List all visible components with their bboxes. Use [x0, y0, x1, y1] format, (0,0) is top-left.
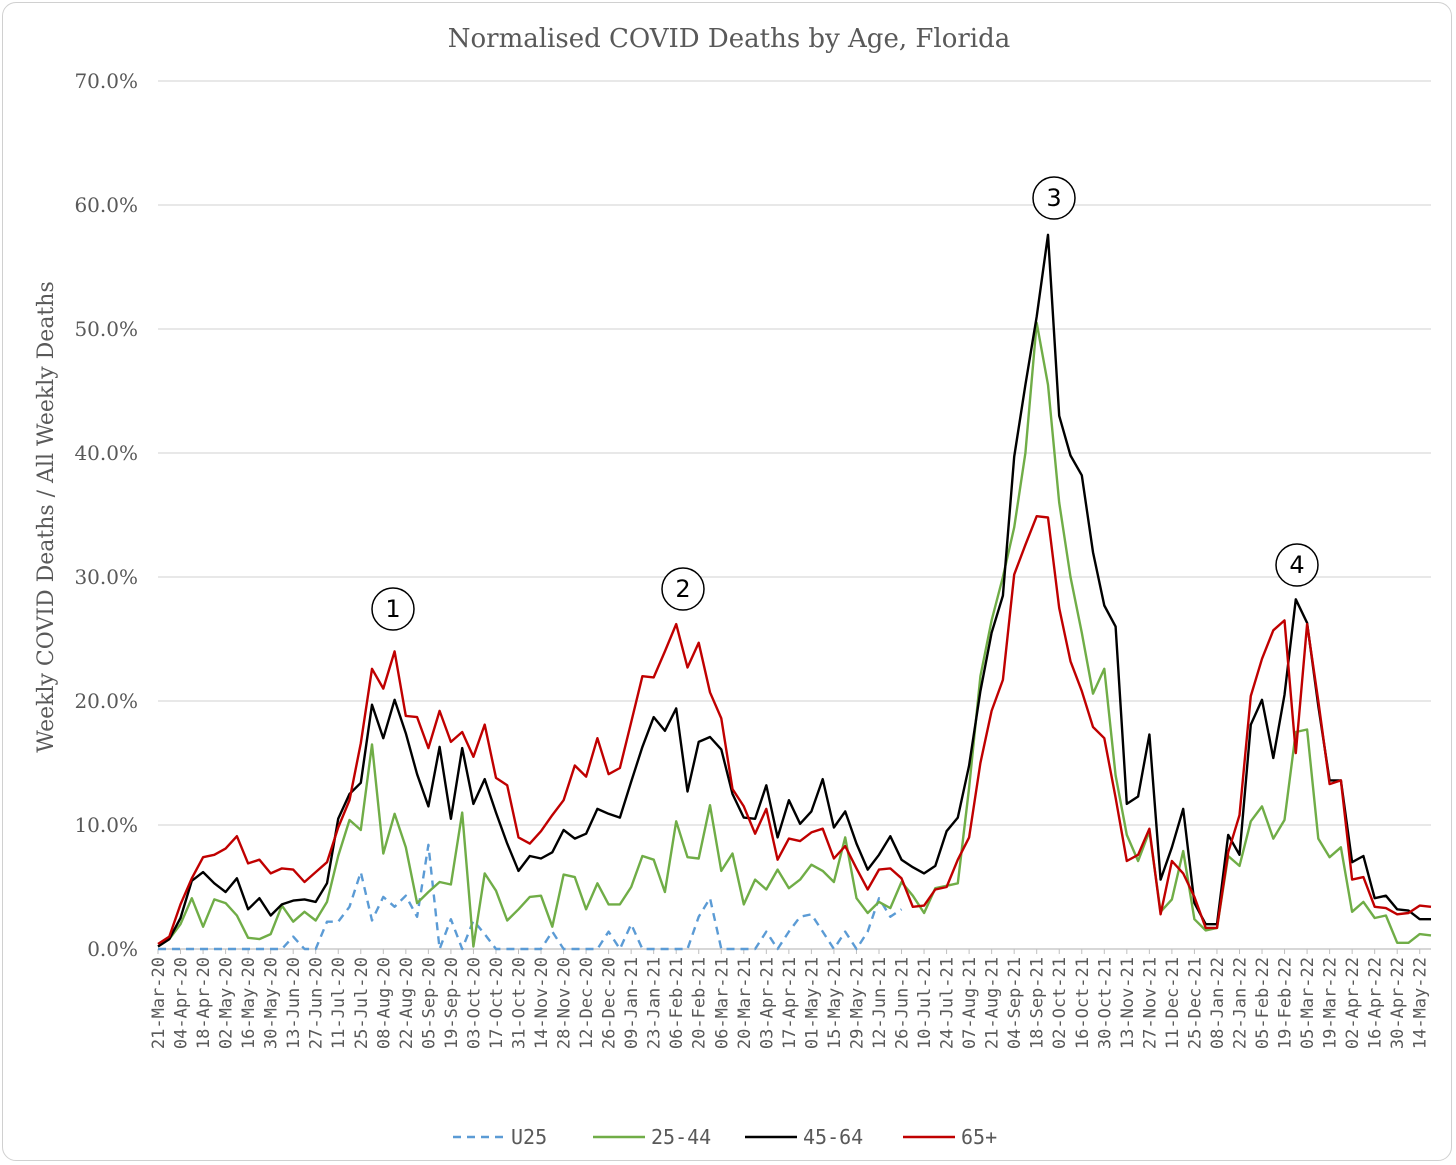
x-tick-label: 14-Nov-20 — [532, 957, 552, 1049]
x-tick-label: 05-Sep-20 — [419, 957, 439, 1049]
x-tick-label: 27-Jun-20 — [307, 957, 327, 1049]
annotation-label: 2 — [675, 575, 690, 603]
x-tick-label: 20-Mar-21 — [735, 957, 755, 1049]
y-tick-label: 20.0% — [74, 689, 138, 713]
y-tick-label: 40.0% — [74, 441, 138, 465]
x-tick-label: 30-Apr-22 — [1388, 957, 1408, 1049]
x-tick-label: 10-Jul-21 — [915, 957, 935, 1049]
x-tick-label: 26-Jun-21 — [893, 957, 913, 1049]
x-tick-label: 18-Sep-21 — [1028, 957, 1048, 1049]
gridlines — [158, 80, 1431, 950]
annotation-3: 3 — [1032, 176, 1076, 220]
x-tick-label: 03-Oct-20 — [464, 957, 484, 1049]
x-tick-label: 19-Sep-20 — [442, 957, 462, 1049]
annotation-1: 1 — [371, 587, 415, 631]
x-tick-label: 23-Jan-21 — [645, 957, 665, 1049]
y-tick-label: 0.0% — [87, 937, 138, 961]
x-tick-label: 22-Aug-20 — [397, 957, 417, 1049]
legend-label: 45-64 — [803, 1125, 863, 1149]
peak-annotations: 1 2 3 4 — [371, 176, 1319, 631]
legend-item-25-44: 25-44 — [593, 1125, 711, 1149]
x-tick-label: 13-Jun-20 — [284, 957, 304, 1049]
x-tick-label: 06-Mar-21 — [712, 957, 732, 1049]
annotation-label: 3 — [1046, 184, 1061, 212]
x-tick-label: 02-May-20 — [217, 957, 237, 1049]
x-tick-labels: 21-Mar-20 04-Apr-20 18-Apr-20 02-May-20 16-M… — [149, 949, 1431, 1049]
x-tick-label: 08-Jan-22 — [1208, 957, 1228, 1049]
x-tick-label: 15-May-21 — [825, 957, 845, 1049]
x-tick-label: 27-Nov-21 — [1140, 957, 1160, 1049]
x-tick-label: 01-May-21 — [802, 957, 822, 1049]
y-axis-label: Weekly COVID Deaths / All Weekly Deaths — [34, 281, 59, 753]
y-tick-label: 60.0% — [74, 193, 138, 217]
annotation-label: 1 — [385, 595, 400, 623]
annotation-label: 4 — [1289, 551, 1304, 579]
legend: U25 25-44 45-64 65+ — [453, 1125, 997, 1149]
x-tick-label: 07-Aug-21 — [960, 957, 980, 1049]
x-tick-label: 24-Jul-21 — [938, 957, 958, 1049]
y-tick-label: 10.0% — [74, 813, 138, 837]
x-tick-label: 17-Apr-21 — [780, 957, 800, 1049]
x-tick-label: 16-Apr-22 — [1366, 957, 1386, 1049]
x-tick-label: 17-Oct-20 — [487, 957, 507, 1049]
x-tick-label: 13-Nov-21 — [1118, 957, 1138, 1049]
x-tick-label: 28-Nov-20 — [555, 957, 575, 1049]
x-tick-label: 04-Sep-21 — [1005, 957, 1025, 1049]
series-lines — [157, 233, 1432, 951]
x-tick-label: 03-Apr-21 — [757, 957, 777, 1049]
x-tick-label: 21-Aug-21 — [983, 957, 1003, 1049]
x-tick-label: 30-Oct-21 — [1095, 957, 1115, 1049]
legend-item-45-64: 45-64 — [745, 1125, 863, 1149]
x-tick-label: 05-Mar-22 — [1298, 957, 1318, 1049]
x-tick-label: 21-Mar-20 — [149, 957, 169, 1049]
x-tick-label: 11-Dec-21 — [1163, 957, 1183, 1049]
x-tick-label: 11-Jul-20 — [329, 957, 349, 1049]
legend-item-65+: 65+ — [903, 1125, 997, 1149]
legend-item-U25: U25 — [453, 1125, 547, 1149]
x-tick-label: 04-Apr-20 — [172, 957, 192, 1049]
x-tick-label: 14-May-22 — [1411, 957, 1431, 1049]
x-tick-label: 30-May-20 — [262, 957, 282, 1049]
x-tick-label: 05-Feb-22 — [1253, 957, 1273, 1049]
y-tick-labels: 0.0% 10.0% 20.0% 30.0% 40.0% 50.0% 60.0% 70.0% — [74, 69, 138, 961]
legend-label: U25 — [511, 1125, 547, 1149]
series-line-65+ — [157, 515, 1432, 946]
x-tick-label: 19-Feb-22 — [1276, 957, 1296, 1049]
x-tick-label: 31-Oct-20 — [509, 957, 529, 1049]
y-tick-label: 50.0% — [74, 317, 138, 341]
legend-label: 25-44 — [651, 1125, 711, 1149]
y-tick-label: 70.0% — [74, 69, 138, 93]
line-chart: Normalised COVID Deaths by Age, Florida … — [34, 24, 1432, 1149]
x-tick-label: 19-Mar-22 — [1321, 957, 1341, 1049]
annotation-4: 4 — [1275, 543, 1319, 587]
x-tick-label: 26-Dec-20 — [600, 957, 620, 1049]
x-tick-label: 09-Jan-21 — [622, 957, 642, 1049]
x-tick-label: 02-Apr-22 — [1343, 957, 1363, 1049]
x-tick-label: 16-Oct-21 — [1073, 957, 1093, 1049]
x-tick-label: 16-May-20 — [239, 957, 259, 1049]
x-tick-label: 12-Dec-20 — [577, 957, 597, 1049]
x-tick-label: 12-Jun-21 — [870, 957, 890, 1049]
annotation-2: 2 — [661, 567, 705, 611]
x-tick-label: 08-Aug-20 — [374, 957, 394, 1049]
x-tick-label: 06-Feb-21 — [667, 957, 687, 1049]
x-tick-label: 20-Feb-21 — [690, 957, 710, 1049]
chart-title: Normalised COVID Deaths by Age, Florida — [448, 24, 1011, 54]
x-tick-label: 22-Jan-22 — [1230, 957, 1250, 1049]
x-tick-label: 02-Oct-21 — [1050, 957, 1070, 1049]
x-tick-label: 18-Apr-20 — [194, 957, 214, 1049]
x-tick-label: 25-Jul-20 — [352, 957, 372, 1049]
y-tick-label: 30.0% — [74, 565, 138, 589]
x-tick-label: 29-May-21 — [847, 957, 867, 1049]
legend-label: 65+ — [961, 1125, 997, 1149]
x-tick-label: 25-Dec-21 — [1185, 957, 1205, 1049]
series-line-U25 — [158, 843, 903, 951]
